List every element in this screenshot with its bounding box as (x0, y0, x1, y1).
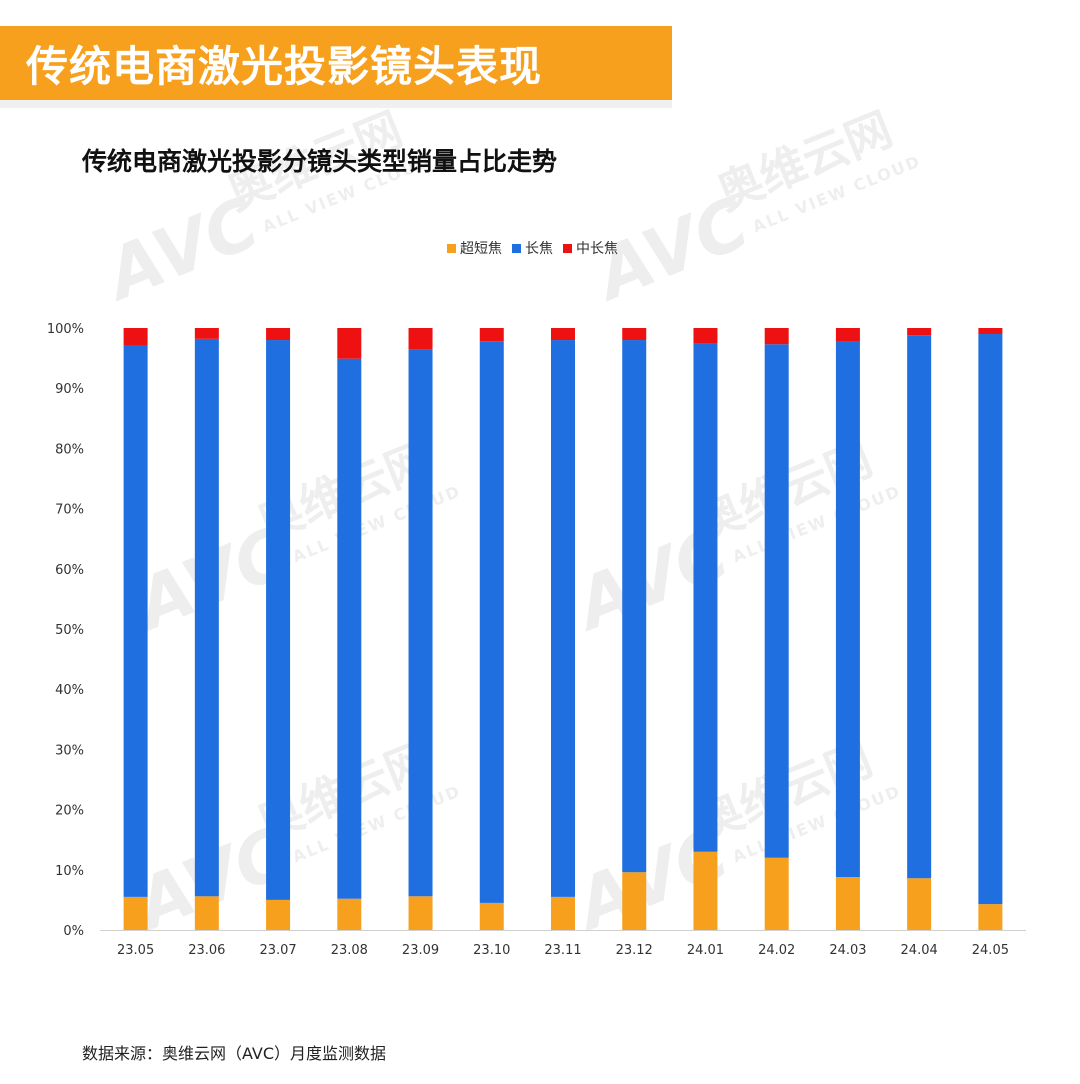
y-axis: 0% 10% 20% 30% 40% 50% 60% 70% 80% 90% 100% (47, 322, 84, 939)
bar-segment (266, 340, 291, 900)
bar-segment (835, 328, 860, 342)
legend-swatch (512, 244, 521, 253)
y-tick-label: 50% (55, 623, 84, 638)
legend: 超短焦 长焦 中长焦 (447, 241, 618, 257)
legend-swatch (447, 244, 456, 253)
bar-segment (123, 345, 148, 897)
bar-segment (337, 358, 362, 899)
bar-segment (764, 328, 789, 345)
legend-swatch (563, 244, 572, 253)
y-tick-label: 0% (63, 924, 84, 939)
bar-segment (907, 335, 932, 879)
bar-segment (479, 328, 504, 342)
bar-segment (907, 328, 932, 336)
bar-segment (978, 328, 1003, 335)
y-tick-label: 100% (47, 322, 84, 337)
bar-segment (693, 851, 718, 930)
x-tick-label: 23.06 (188, 943, 225, 958)
bar-segment (764, 344, 789, 858)
y-tick-label: 30% (55, 743, 84, 758)
bar-segment (835, 341, 860, 878)
bars (123, 328, 1003, 930)
x-tick-label: 24.03 (829, 943, 866, 958)
bar-segment (194, 896, 219, 930)
bar-segment (835, 877, 860, 930)
bar-segment (693, 328, 718, 344)
x-tick-label: 24.01 (687, 943, 724, 958)
y-tick-label: 40% (55, 683, 84, 698)
bar-segment (194, 338, 219, 897)
bar-segment (266, 328, 291, 341)
y-tick-label: 90% (55, 382, 84, 397)
data-source-note: 数据来源：奥维云网（AVC）月度监测数据 (82, 1044, 387, 1063)
y-tick-label: 60% (55, 563, 84, 578)
bar-segment (123, 896, 148, 930)
bar-segment (479, 902, 504, 930)
x-tick-label: 24.04 (901, 943, 938, 958)
x-tick-label: 23.09 (402, 943, 439, 958)
y-tick-label: 10% (55, 864, 84, 879)
bar-segment (978, 904, 1003, 930)
x-tick-label: 24.05 (972, 943, 1009, 958)
bar-segment (408, 896, 433, 930)
bar-segment (622, 340, 647, 873)
bar-segment (123, 328, 148, 346)
x-tick-label: 23.05 (117, 943, 154, 958)
bar-segment (551, 340, 575, 897)
bar-segment (978, 334, 1003, 905)
x-tick-label: 23.08 (331, 943, 368, 958)
x-axis: 23.05 23.06 23.07 23.08 23.09 23.10 23.11 23.12… (100, 930, 1026, 958)
x-tick-label: 23.07 (259, 943, 296, 958)
bar-segment (479, 341, 504, 903)
banner-title: 传统电商激光投影镜头表现 (26, 41, 543, 91)
bar-segment (622, 872, 647, 930)
bar-segment (907, 878, 932, 930)
x-tick-label: 23.11 (544, 943, 581, 958)
y-tick-label: 70% (55, 503, 84, 518)
bar-segment (266, 899, 291, 930)
x-tick-label: 23.10 (473, 943, 510, 958)
bar-segment (764, 857, 789, 930)
bar-segment (551, 896, 575, 930)
header-banner: 传统电商激光投影镜头表现 (0, 26, 672, 108)
bar-segment (337, 328, 362, 359)
x-tick-label: 24.02 (758, 943, 795, 958)
bar-segment (337, 898, 362, 930)
legend-label: 中长焦 (576, 241, 618, 257)
legend-label: 长焦 (525, 241, 553, 257)
bar-segment (408, 349, 433, 897)
y-tick-label: 20% (55, 804, 84, 819)
x-tick-label: 23.12 (616, 943, 653, 958)
bar-segment (622, 328, 647, 341)
bar-segment (693, 343, 718, 852)
bar-segment (551, 328, 575, 341)
bar-segment (194, 328, 219, 339)
chart-title: 传统电商激光投影分镜头类型销量占比走势 (82, 147, 558, 176)
y-tick-label: 80% (55, 442, 84, 457)
bar-segment (408, 328, 433, 350)
legend-label: 超短焦 (460, 241, 502, 257)
